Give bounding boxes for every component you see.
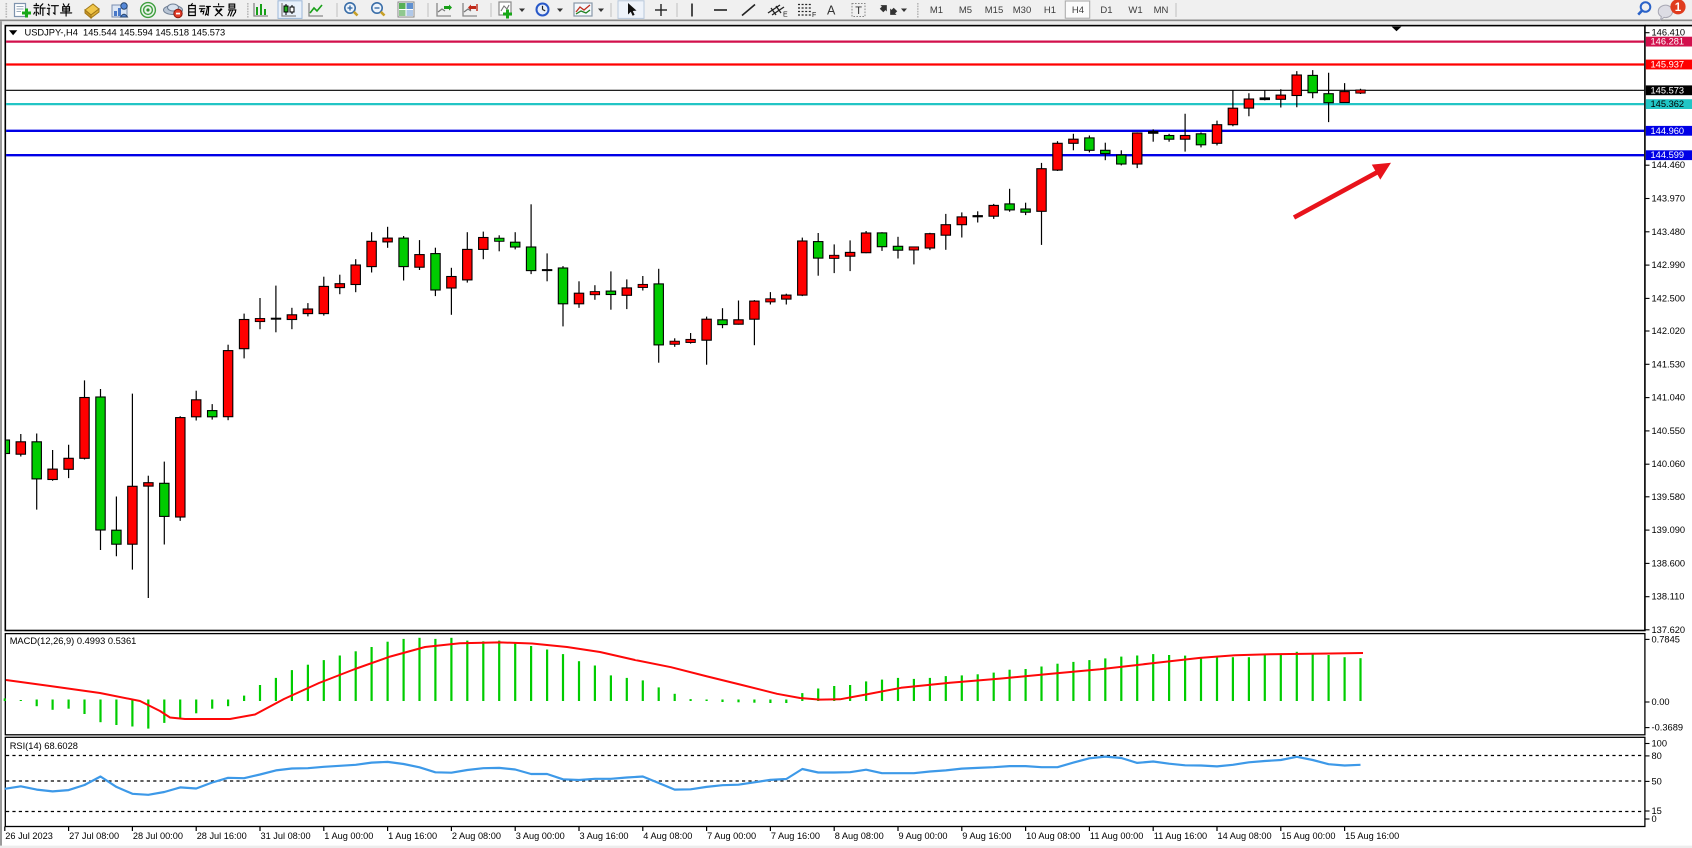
svg-text:143.970: 143.970 bbox=[1652, 194, 1686, 204]
svg-text:9 Aug 00:00: 9 Aug 00:00 bbox=[899, 831, 948, 841]
svg-text:A: A bbox=[827, 4, 836, 18]
svg-text:0: 0 bbox=[1652, 814, 1657, 824]
svg-text:-0.3689: -0.3689 bbox=[1652, 723, 1684, 733]
svg-text:H4: H4 bbox=[1072, 5, 1084, 16]
svg-text:15 Aug 00:00: 15 Aug 00:00 bbox=[1281, 831, 1335, 841]
svg-text:146.281: 146.281 bbox=[1651, 37, 1685, 47]
svg-text:139.090: 139.090 bbox=[1652, 525, 1686, 535]
svg-text:H1: H1 bbox=[1044, 5, 1056, 16]
svg-text:26 Jul 2023: 26 Jul 2023 bbox=[5, 831, 53, 841]
svg-text:144.460: 144.460 bbox=[1652, 160, 1686, 170]
svg-text:140.060: 140.060 bbox=[1652, 459, 1686, 469]
svg-text:144.960: 144.960 bbox=[1651, 126, 1685, 136]
svg-text:M5: M5 bbox=[959, 5, 972, 16]
svg-text:28 Jul 00:00: 28 Jul 00:00 bbox=[133, 831, 183, 841]
svg-text:142.500: 142.500 bbox=[1652, 293, 1686, 303]
svg-text:MACD(12,26,9) 0.4993 0.5361: MACD(12,26,9) 0.4993 0.5361 bbox=[10, 636, 137, 646]
svg-text:139.580: 139.580 bbox=[1652, 492, 1686, 502]
svg-text:138.110: 138.110 bbox=[1652, 592, 1685, 602]
svg-text:142.990: 142.990 bbox=[1652, 260, 1686, 270]
svg-text:1 Aug 00:00: 1 Aug 00:00 bbox=[324, 831, 373, 841]
svg-text:3 Aug 16:00: 3 Aug 16:00 bbox=[580, 831, 629, 841]
svg-text:F: F bbox=[812, 12, 816, 19]
svg-text:145.362: 145.362 bbox=[1651, 99, 1685, 109]
svg-text:0.00: 0.00 bbox=[1652, 697, 1670, 707]
svg-text:7 Aug 00:00: 7 Aug 00:00 bbox=[707, 831, 756, 841]
svg-text:2 Aug 08:00: 2 Aug 08:00 bbox=[452, 831, 501, 841]
svg-text:50: 50 bbox=[1652, 776, 1662, 786]
svg-text:8 Aug 08:00: 8 Aug 08:00 bbox=[835, 831, 884, 841]
svg-text:15 Aug 16:00: 15 Aug 16:00 bbox=[1345, 831, 1399, 841]
svg-text:D1: D1 bbox=[1100, 5, 1112, 16]
svg-text:9 Aug 16:00: 9 Aug 16:00 bbox=[962, 831, 1011, 841]
svg-text:142.020: 142.020 bbox=[1652, 326, 1686, 336]
svg-text:10 Aug 08:00: 10 Aug 08:00 bbox=[1026, 831, 1080, 841]
svg-text:15: 15 bbox=[1652, 806, 1662, 816]
svg-text:E: E bbox=[783, 12, 788, 19]
svg-text:146.410: 146.410 bbox=[1652, 28, 1686, 38]
svg-text:141.040: 141.040 bbox=[1652, 393, 1686, 403]
svg-text:137.620: 137.620 bbox=[1652, 625, 1686, 635]
svg-text:1: 1 bbox=[1675, 2, 1682, 14]
svg-text:144.599: 144.599 bbox=[1651, 150, 1685, 160]
svg-text:140.550: 140.550 bbox=[1652, 426, 1686, 436]
svg-text:M1: M1 bbox=[930, 5, 943, 16]
svg-text:7 Aug 16:00: 7 Aug 16:00 bbox=[771, 831, 820, 841]
svg-text:100: 100 bbox=[1652, 739, 1668, 749]
svg-text:3 Aug 00:00: 3 Aug 00:00 bbox=[516, 831, 565, 841]
svg-text:M30: M30 bbox=[1013, 5, 1031, 16]
svg-text:31 Jul 08:00: 31 Jul 08:00 bbox=[261, 831, 311, 841]
svg-text:80: 80 bbox=[1652, 751, 1662, 761]
svg-text:M15: M15 bbox=[985, 5, 1003, 16]
svg-text:141.530: 141.530 bbox=[1652, 359, 1686, 369]
svg-text:27 Jul 08:00: 27 Jul 08:00 bbox=[69, 831, 119, 841]
svg-text:145.937: 145.937 bbox=[1651, 60, 1685, 70]
svg-text:28 Jul 16:00: 28 Jul 16:00 bbox=[197, 831, 247, 841]
svg-text:RSI(14) 68.6028: RSI(14) 68.6028 bbox=[10, 741, 78, 751]
svg-text:T: T bbox=[855, 5, 862, 17]
svg-text:145.573: 145.573 bbox=[1651, 85, 1685, 95]
svg-text:USDJPY-,H4 145.544 145.594 14: USDJPY-,H4 145.544 145.594 145.518 145.5… bbox=[25, 27, 226, 37]
svg-text:1 Aug 16:00: 1 Aug 16:00 bbox=[388, 831, 437, 841]
svg-text:MN: MN bbox=[1154, 5, 1169, 16]
svg-text:W1: W1 bbox=[1128, 5, 1142, 16]
svg-text:11 Aug 16:00: 11 Aug 16:00 bbox=[1154, 831, 1207, 841]
svg-text:11 Aug 00:00: 11 Aug 00:00 bbox=[1090, 831, 1143, 841]
svg-text:143.480: 143.480 bbox=[1652, 227, 1686, 237]
svg-text:0.7845: 0.7845 bbox=[1652, 634, 1680, 644]
svg-text:14 Aug 08:00: 14 Aug 08:00 bbox=[1218, 831, 1272, 841]
svg-text:138.600: 138.600 bbox=[1652, 558, 1686, 568]
svg-text:4 Aug 08:00: 4 Aug 08:00 bbox=[643, 831, 692, 841]
